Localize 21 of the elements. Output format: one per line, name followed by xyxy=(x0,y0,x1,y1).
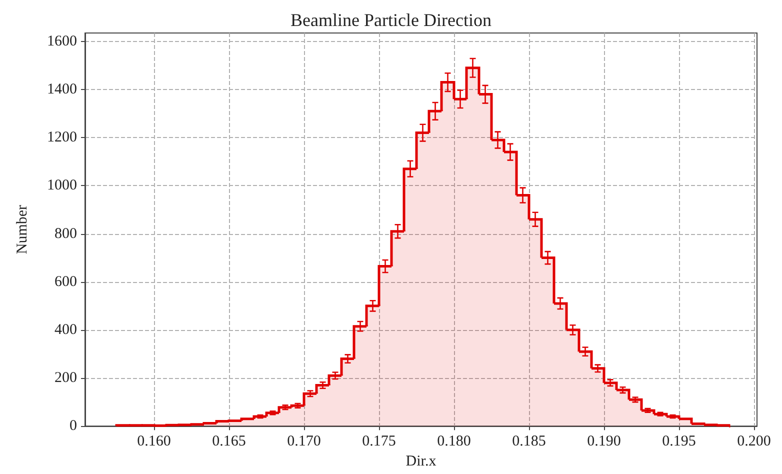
x-tick-label: 0.195 xyxy=(662,434,696,450)
chart-title: Beamline Particle Direction xyxy=(290,10,492,30)
x-tick-label: 0.185 xyxy=(512,434,546,450)
x-tick-label: 0.180 xyxy=(437,434,471,450)
x-axis-title: Dir.x xyxy=(406,454,437,470)
y-tick-label: 400 xyxy=(54,322,77,338)
x-tick-label: 0.160 xyxy=(137,434,171,450)
y-tick-label: 1400 xyxy=(47,82,77,98)
x-tick-label: 0.170 xyxy=(287,434,321,450)
y-tick-label: 800 xyxy=(54,226,77,242)
y-tick-label: 1600 xyxy=(47,33,77,50)
y-tick-label: 200 xyxy=(54,370,77,386)
y-tick-label: 1000 xyxy=(47,178,77,194)
x-tick-label: 0.165 xyxy=(212,434,246,450)
x-tick-label: 0.190 xyxy=(587,434,621,450)
y-tick-label: 600 xyxy=(54,274,77,290)
x-tick-label: 0.175 xyxy=(362,434,396,450)
y-tick-label: 0 xyxy=(70,418,77,434)
y-tick-label: 1200 xyxy=(47,130,77,146)
y-axis-title: Number xyxy=(14,204,30,254)
x-tick-label: 0.200 xyxy=(737,434,771,450)
